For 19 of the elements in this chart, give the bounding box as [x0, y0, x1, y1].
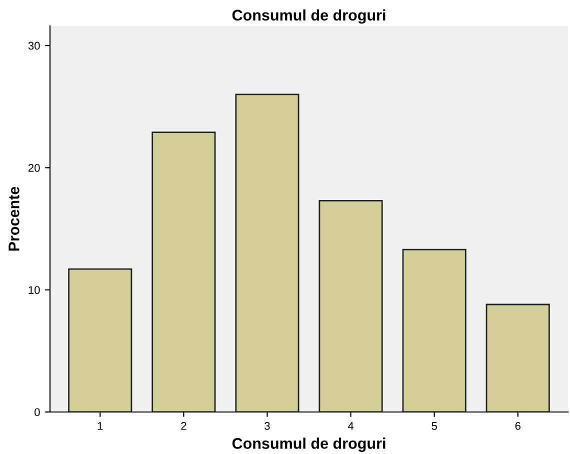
bar — [486, 304, 550, 412]
x-tick-label: 1 — [98, 422, 103, 430]
bar — [152, 132, 216, 412]
x-tick-label: 6 — [515, 422, 520, 430]
bar — [318, 200, 383, 412]
bar — [402, 248, 466, 412]
y-tick-label: 0 — [34, 408, 40, 416]
x-axis-title: Consumul de droguri — [232, 438, 386, 452]
y-tick-label: 30 — [28, 42, 40, 50]
x-tick-label: 2 — [181, 422, 186, 430]
y-tick-label: 10 — [28, 286, 40, 294]
chart-title: Consumul de droguri — [232, 9, 386, 24]
y-tick-label: 20 — [28, 164, 40, 172]
bar — [235, 94, 300, 412]
x-tick-label: 3 — [264, 422, 270, 430]
y-axis-title: Procente — [8, 186, 20, 251]
x-tick-label: 4 — [348, 422, 354, 430]
x-tick-label: 5 — [432, 422, 437, 430]
bar — [68, 268, 132, 412]
